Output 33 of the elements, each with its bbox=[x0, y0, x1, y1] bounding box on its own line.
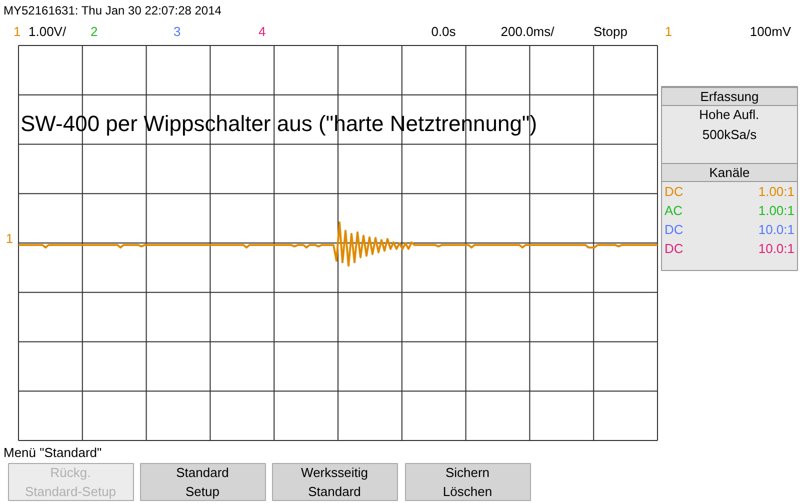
text: DC bbox=[664, 222, 684, 237]
text: 1.00V/ bbox=[28, 24, 66, 39]
text: Setup bbox=[186, 484, 220, 499]
text: Kanäle bbox=[709, 165, 750, 180]
text: Stopp bbox=[594, 24, 628, 39]
text: 10.0:1 bbox=[758, 241, 795, 256]
text: DC bbox=[664, 184, 684, 199]
text: Rückg. bbox=[50, 465, 91, 480]
text: 1 bbox=[664, 24, 672, 39]
text: Menü "Standard" bbox=[4, 445, 102, 460]
text: DC bbox=[664, 241, 684, 256]
text: 1 bbox=[6, 231, 14, 246]
text: Standard-Setup bbox=[24, 484, 116, 499]
text: 100mV bbox=[750, 24, 792, 39]
text: 1 bbox=[14, 24, 21, 39]
text: 2 bbox=[90, 24, 98, 39]
text: 3 bbox=[174, 24, 181, 39]
text: Hohe Aufl. bbox=[699, 107, 760, 122]
text: Werksseitig bbox=[301, 465, 368, 480]
text: 1.00:1 bbox=[758, 203, 795, 218]
text: 10.0:1 bbox=[758, 222, 795, 237]
text: Sichern bbox=[445, 465, 490, 480]
text: 4 bbox=[258, 24, 266, 39]
text: Löschen bbox=[442, 484, 492, 499]
text: Standard bbox=[308, 484, 361, 499]
text: Erfassung bbox=[700, 89, 759, 104]
text: 0.0s bbox=[431, 24, 456, 39]
text: AC bbox=[664, 203, 683, 218]
text: 1.00:1 bbox=[758, 184, 795, 199]
text: 500kSa/s bbox=[702, 127, 758, 142]
chart-subtitle: MY52161631: Thu Jan 30 22:07:28 2014 bbox=[4, 4, 222, 18]
text: Standard bbox=[176, 465, 229, 480]
text: 200.0ms/ bbox=[500, 24, 555, 39]
